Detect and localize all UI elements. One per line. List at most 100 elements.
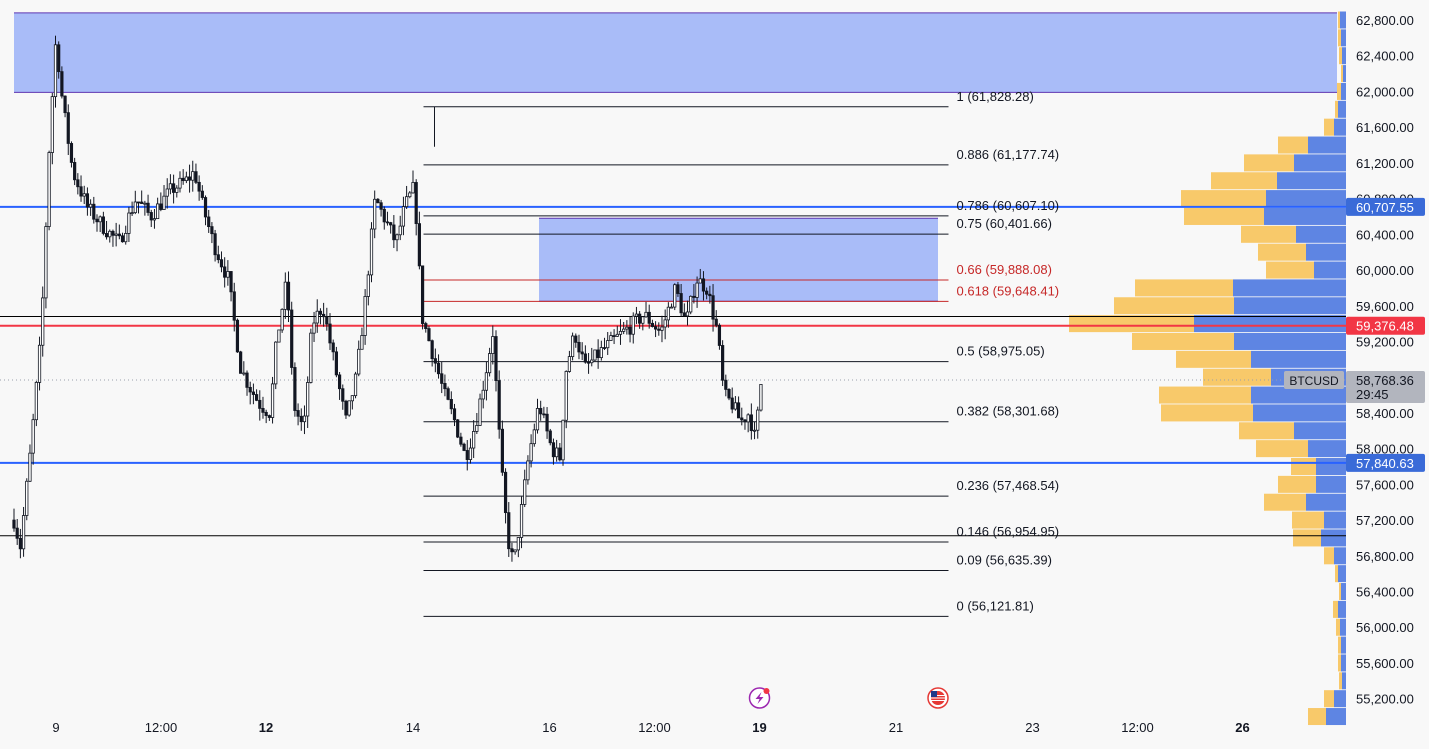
candle-down: [612, 335, 616, 337]
volume-bar-sell: [1293, 529, 1321, 547]
candle-down: [85, 193, 90, 208]
candle-down: [462, 443, 466, 451]
fib-level-label: 1 (61,828.28): [957, 89, 1034, 104]
candle-down: [239, 351, 243, 374]
candle-up: [302, 415, 307, 423]
fibonacci-retracement[interactable]: 1 (61,828.28) 0.886 (61,177.74) 0.786 (60,…: [423, 89, 1060, 617]
countdown-label: 29:45: [1356, 387, 1389, 402]
candle-up: [481, 389, 485, 400]
volume-bar-sell: [1278, 475, 1316, 493]
candle-down: [424, 323, 428, 329]
candle-up: [360, 335, 364, 350]
candle-up: [564, 371, 568, 421]
volume-bar-sell: [1338, 29, 1341, 47]
price-tick-label: 57,600.00: [1356, 477, 1414, 492]
candle-down: [647, 311, 651, 324]
candle-up: [625, 326, 629, 330]
candle-down: [318, 310, 323, 315]
volume-bar-sell: [1203, 368, 1271, 386]
volume-bar-sell: [1335, 565, 1338, 583]
candle-up: [685, 311, 690, 317]
price-tick-label: 62,400.00: [1356, 49, 1414, 64]
volume-bar-buy: [1340, 618, 1346, 636]
candle-down: [740, 417, 744, 421]
flag-canton: [931, 691, 937, 697]
candle-down: [749, 414, 753, 432]
fib-level-label: 0 (56,121.81): [957, 598, 1034, 613]
price-tick-label: 60,400.00: [1356, 227, 1414, 242]
horizontal-lines: [0, 205, 1346, 537]
price-tick-label: 61,200.00: [1356, 156, 1414, 171]
candle-up: [25, 480, 29, 516]
candle-down: [290, 309, 294, 368]
volume-bar-sell: [1335, 100, 1338, 118]
candle-up: [401, 206, 406, 227]
candle-down: [586, 361, 591, 364]
candle-down: [325, 316, 329, 325]
price-tick-label: 55,600.00: [1356, 656, 1414, 671]
volume-bar-sell: [1244, 154, 1294, 172]
candle-down: [171, 183, 176, 193]
candle-down: [558, 447, 562, 461]
candle-down: [692, 295, 696, 298]
volume-bar-buy: [1264, 207, 1346, 225]
price-tick-label: 56,400.00: [1356, 585, 1414, 600]
candle-up: [475, 425, 479, 432]
volume-bar-buy: [1338, 565, 1346, 583]
candle-down: [676, 284, 680, 294]
volume-bar-sell: [1338, 11, 1340, 29]
candle-up: [130, 212, 134, 215]
price-tick-label: 60,000.00: [1356, 263, 1414, 278]
volume-bar-sell: [1336, 618, 1340, 636]
fib-level-label: 0.886 (61,177.74): [957, 147, 1060, 162]
candle-up: [673, 284, 677, 308]
candle-down: [679, 293, 683, 314]
ticker-label: BTCUSD: [1289, 374, 1339, 388]
candle-down: [187, 176, 192, 181]
volume-bar-sell: [1069, 315, 1194, 333]
candle-up: [532, 429, 536, 445]
candle-down: [494, 336, 498, 381]
time-axis[interactable]: 9 12:00 12 14 16 12:00 19 21 23 12:00 26: [52, 720, 1249, 735]
candle-down: [657, 328, 661, 331]
candle-down: [389, 222, 393, 226]
candle-down: [427, 328, 431, 342]
candle-down: [261, 407, 265, 413]
volume-bar-buy: [1294, 422, 1346, 440]
candle-down: [337, 374, 342, 390]
candle-down: [650, 322, 655, 327]
candle-up: [21, 515, 26, 550]
candle-up: [398, 225, 402, 236]
candle-up: [478, 398, 482, 426]
volume-bar-buy: [1294, 154, 1346, 172]
candle-down: [385, 221, 390, 224]
candle-down: [433, 358, 437, 364]
candle-down: [140, 201, 144, 204]
price-label-bg: [1346, 453, 1425, 472]
candle-down: [577, 341, 581, 353]
candle-up: [274, 341, 278, 385]
candle-down: [452, 408, 457, 421]
volume-bar-sell: [1337, 82, 1341, 100]
volume-bar-sell: [1181, 190, 1266, 208]
volume-bar-sell: [1333, 600, 1338, 618]
volume-bar-buy: [1321, 529, 1346, 547]
candle-down: [101, 216, 105, 234]
candlesticks: [12, 35, 763, 562]
candle-up: [44, 226, 48, 299]
price-label-text: 57,840.63: [1356, 456, 1414, 471]
volume-bar-buy: [1343, 65, 1346, 83]
candle-up: [114, 233, 118, 236]
volume-bar-sell: [1159, 386, 1251, 404]
volume-bar-sell: [1292, 511, 1324, 529]
volume-bar-sell: [1339, 672, 1342, 690]
candle-down: [120, 235, 125, 243]
volume-bar-sell: [1324, 690, 1334, 708]
zone-rect: [539, 218, 938, 302]
candle-up: [609, 335, 613, 341]
candle-down: [322, 313, 326, 318]
candle-down: [497, 380, 501, 430]
